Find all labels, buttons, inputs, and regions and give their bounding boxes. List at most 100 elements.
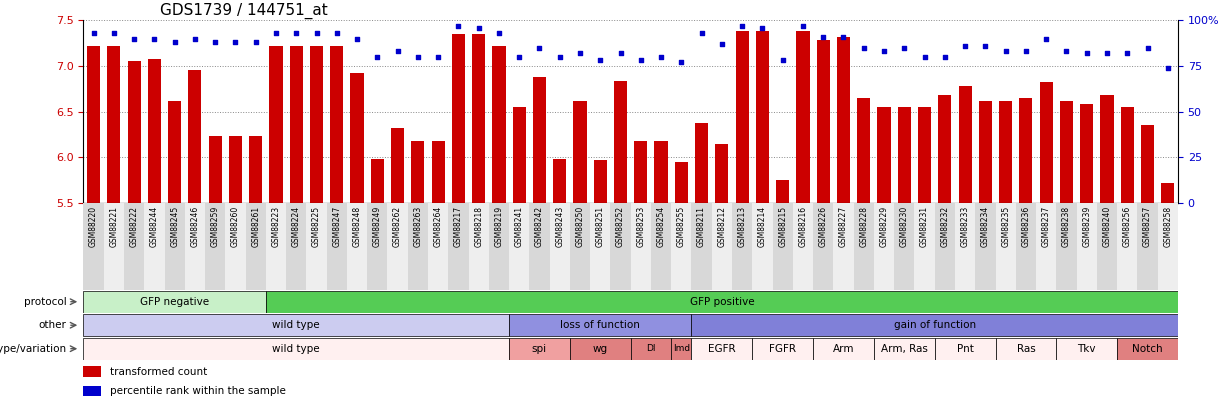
Bar [347,203,367,290]
Text: GSM88257: GSM88257 [1144,205,1152,247]
Bar [83,203,104,290]
Bar [509,338,569,360]
Bar [168,100,182,203]
Text: GSM88259: GSM88259 [211,205,220,247]
Text: GSM88263: GSM88263 [413,205,422,247]
Bar [817,40,829,203]
Bar [388,203,407,290]
Point [347,35,367,42]
Point [631,57,650,64]
Text: GSM88211: GSM88211 [697,205,706,247]
Bar [569,203,590,290]
Text: GSM88215: GSM88215 [778,205,788,247]
Bar [715,143,729,203]
Bar [854,203,874,290]
Bar [209,136,222,203]
Point [611,50,631,56]
Bar [205,203,226,290]
Bar [472,34,485,203]
Bar [1161,183,1174,203]
Bar [266,291,1178,313]
Bar [756,31,769,203]
Point [124,35,144,42]
Bar [307,203,326,290]
Point [104,30,124,36]
Point [814,34,833,40]
Bar [979,100,991,203]
Bar [553,159,567,203]
Bar [1039,82,1053,203]
Point [245,39,265,45]
Text: GSM88225: GSM88225 [312,205,321,247]
Text: wild type: wild type [272,320,320,330]
Bar [226,203,245,290]
Text: percentile rank within the sample: percentile rank within the sample [110,386,286,396]
Bar [83,291,266,313]
Bar [1016,203,1036,290]
Text: GSM88264: GSM88264 [433,205,443,247]
Bar [286,203,307,290]
Text: Dl: Dl [647,344,655,353]
Text: GSM88234: GSM88234 [980,205,990,247]
Bar [83,366,101,377]
Bar [733,203,752,290]
Point [326,30,346,36]
Point [509,53,529,60]
Bar [1157,203,1178,290]
Text: GSM88218: GSM88218 [474,205,483,247]
Point [956,43,975,49]
Text: GSM88253: GSM88253 [637,205,645,247]
Point [652,53,671,60]
Bar [164,203,185,290]
Text: GSM88227: GSM88227 [839,205,848,247]
Text: GSM88245: GSM88245 [171,205,179,247]
Point [1037,35,1056,42]
Bar [1080,104,1093,203]
Bar [914,203,935,290]
Bar [411,141,425,203]
Point [833,34,853,40]
Text: GSM88232: GSM88232 [940,205,950,247]
Bar [614,81,627,203]
Bar [1097,203,1117,290]
Text: GSM88262: GSM88262 [393,205,402,247]
Bar [898,107,910,203]
Text: GSM88224: GSM88224 [292,205,301,247]
Text: transformed count: transformed count [110,367,207,377]
Bar [290,46,303,203]
Point [590,57,610,64]
Point [1118,50,1137,56]
Text: wild type: wild type [272,344,320,354]
Point [571,50,590,56]
Point [368,53,388,60]
Bar [509,314,692,336]
Bar [610,203,631,290]
Bar [654,141,667,203]
Bar [367,203,388,290]
Text: Tkv: Tkv [1077,344,1096,354]
Text: GFP negative: GFP negative [140,297,210,307]
Text: GSM88237: GSM88237 [1042,205,1050,247]
Bar [310,46,323,203]
Bar [188,70,201,203]
Text: GSM88246: GSM88246 [190,205,200,247]
Bar [692,203,712,290]
Bar [83,386,101,396]
Text: GSM88252: GSM88252 [616,205,625,247]
Bar [1056,338,1117,360]
Text: GSM88256: GSM88256 [1123,205,1131,247]
Point [469,24,488,31]
Point [550,53,569,60]
Point [671,59,691,66]
Bar [833,203,854,290]
Text: GSM88230: GSM88230 [899,205,909,247]
Bar [266,203,286,290]
Bar [1117,338,1178,360]
Text: GSM88236: GSM88236 [1021,205,1031,247]
Text: GSM88239: GSM88239 [1082,205,1091,247]
Text: GSM88261: GSM88261 [252,205,260,247]
Text: GSM88247: GSM88247 [333,205,341,247]
Bar [631,338,671,360]
Text: lmd: lmd [672,344,690,353]
Bar [550,203,569,290]
